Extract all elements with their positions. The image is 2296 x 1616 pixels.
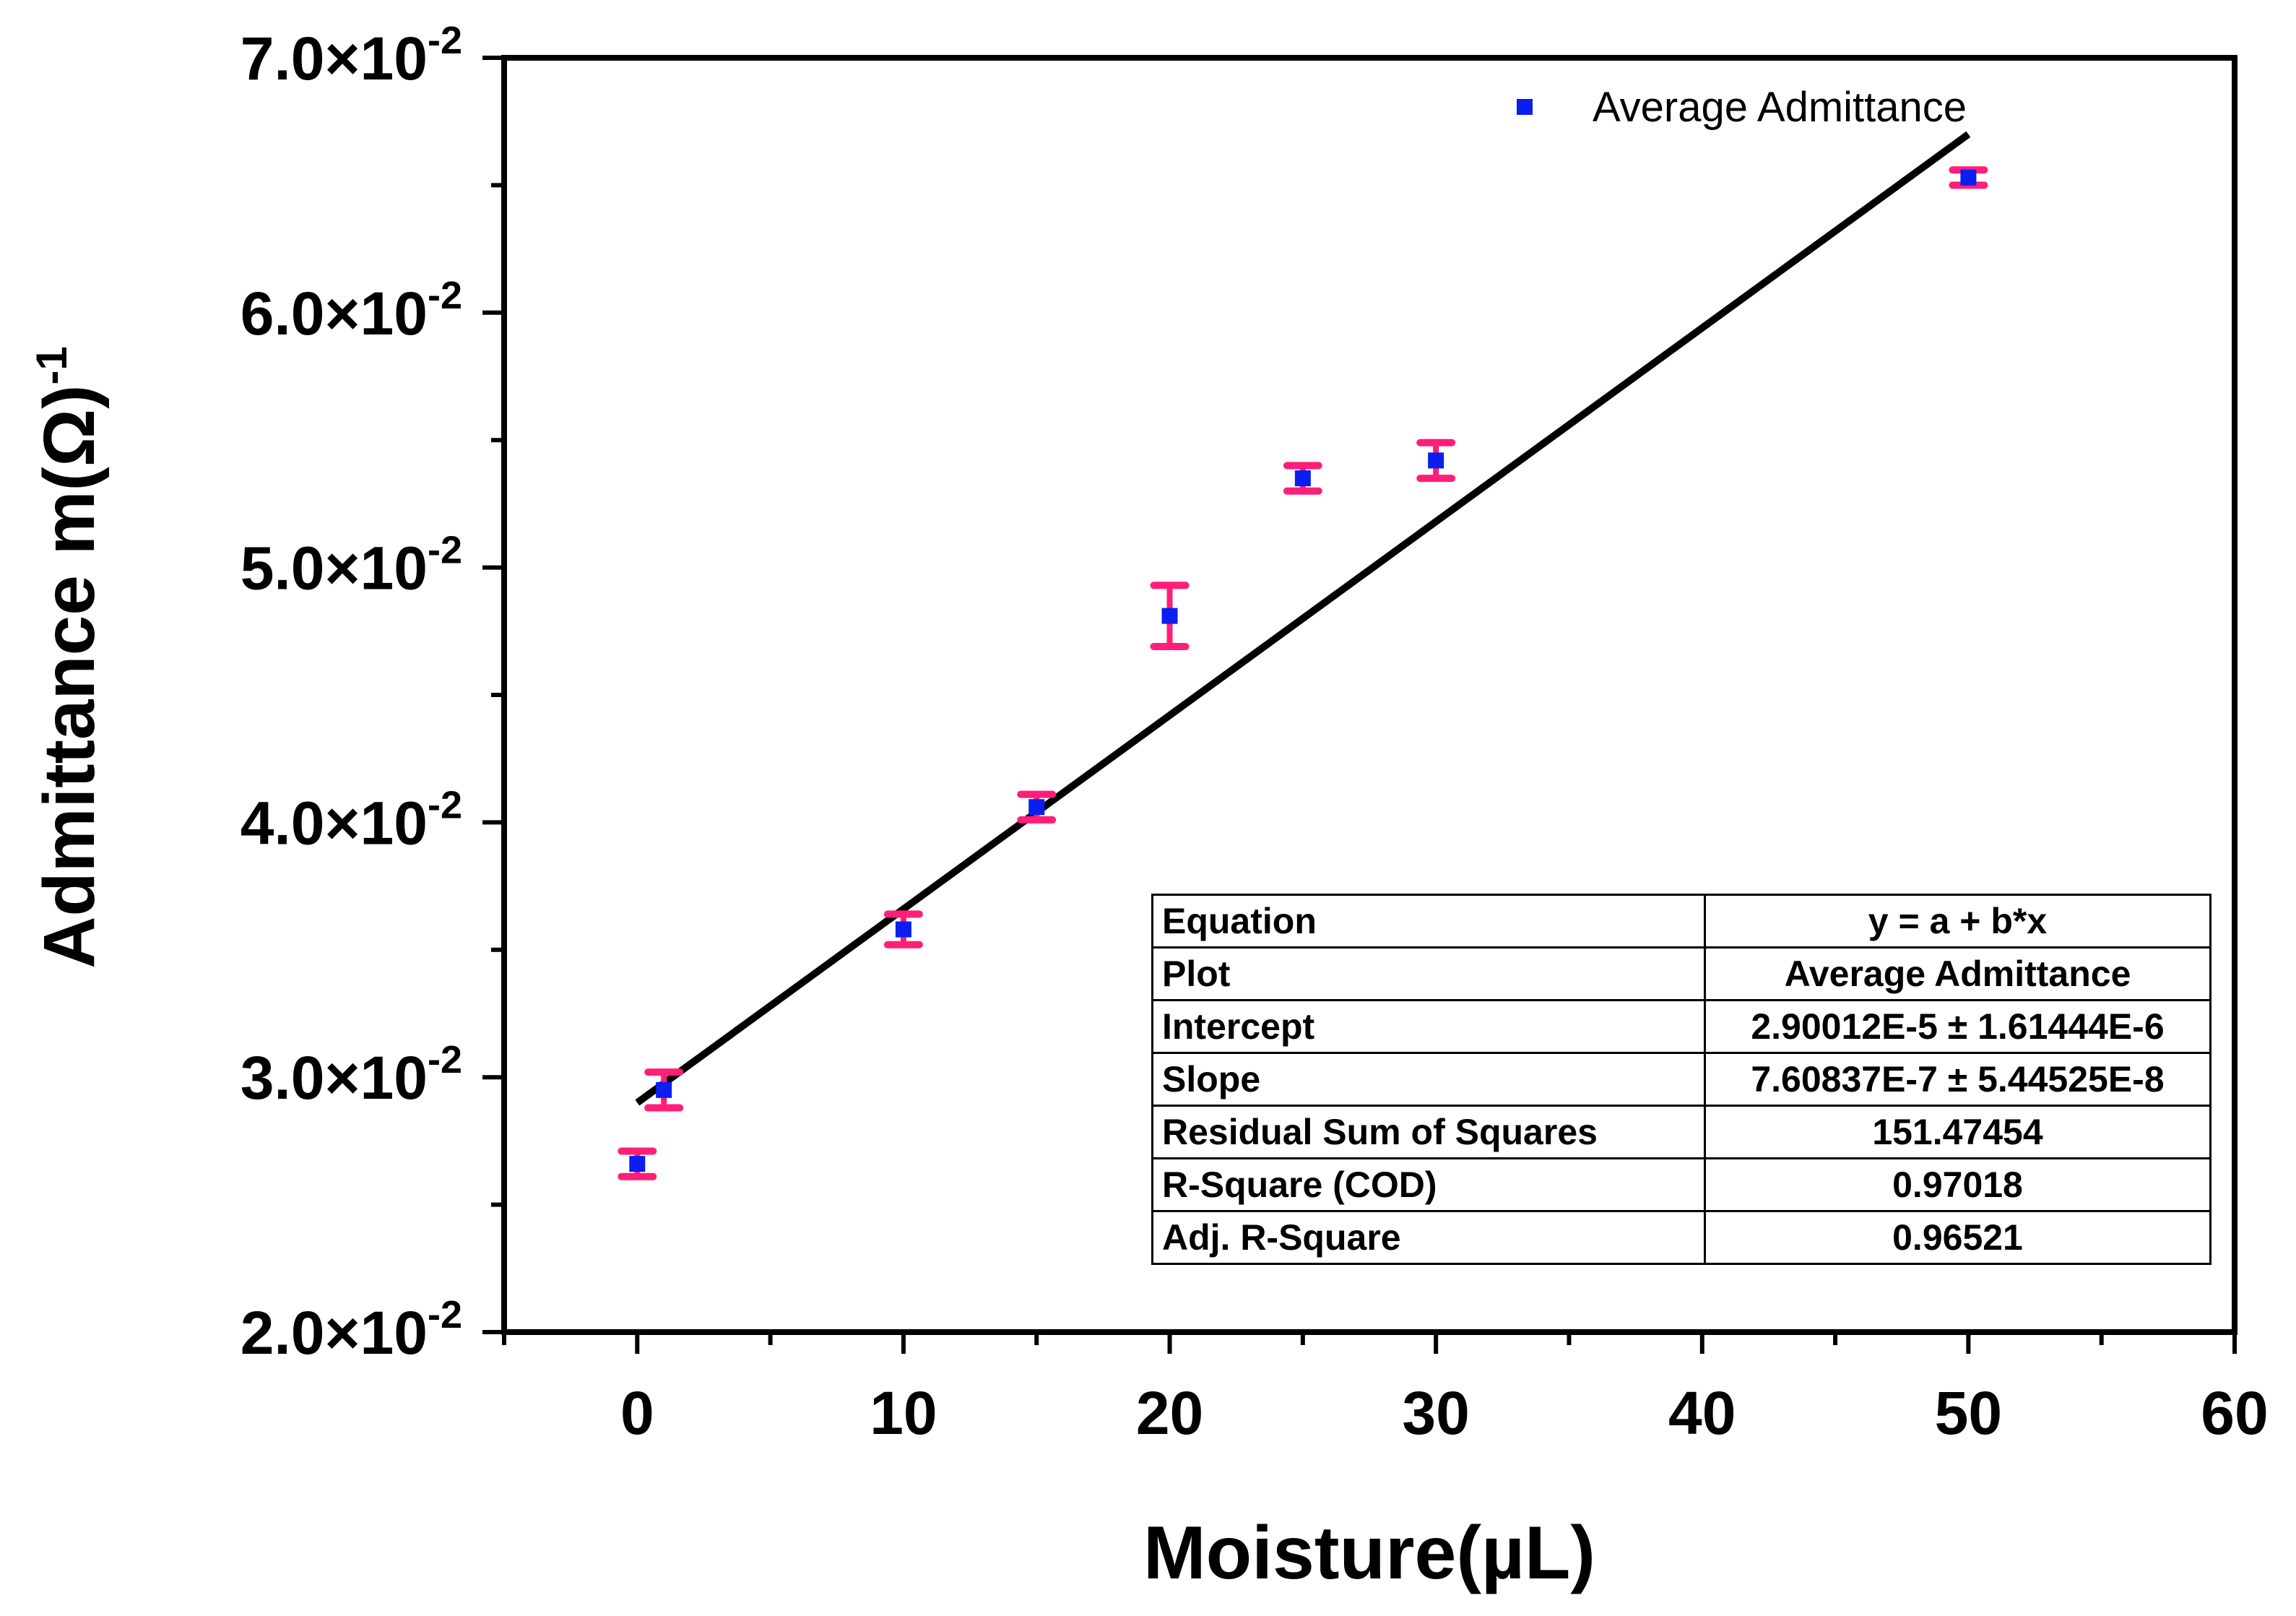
fit-table-label: Equation	[1151, 894, 1706, 949]
fit-results-table: Equation y = a + b*x Plot Average Admittanc…	[1151, 894, 2211, 1265]
fit-table-value: 0.96521	[1704, 1210, 2211, 1265]
data-point	[644, 1068, 684, 1112]
point-marker	[1960, 169, 1977, 186]
fit-table-label: Intercept	[1151, 999, 1706, 1054]
y-tick-label: 3.0×10-2	[241, 1038, 462, 1112]
y-axis-label: Admittance m(Ω)-1	[27, 346, 110, 968]
fit-line-layer	[635, 131, 1971, 1106]
x-tick-label: 60	[2201, 1379, 2268, 1447]
point-marker	[1428, 452, 1444, 469]
fit-table-row: Equation y = a + b*x	[1151, 894, 2211, 949]
fit-table-label: Slope	[1151, 1052, 1706, 1107]
fit-table-row: Adj. R-Square 0.96521	[1151, 1210, 2211, 1265]
y-tick-label-mantissa: 4.0×10	[241, 789, 428, 857]
linear-fit-line	[635, 131, 1971, 1106]
fit-table-label: Residual Sum of Squares	[1151, 1105, 1706, 1159]
y-tick-label-mantissa: 2.0×10	[241, 1299, 428, 1367]
point-marker	[1294, 470, 1311, 487]
fit-table-row: Residual Sum of Squares 151.47454	[1151, 1105, 2211, 1159]
y-tick-label: 4.0×10-2	[241, 783, 462, 857]
fit-table-row: R-Square (COD) 0.97018	[1151, 1157, 2211, 1212]
x-axis-label: Moisture(µL)	[1143, 1511, 1595, 1595]
data-point	[883, 910, 923, 949]
fit-table-label: Adj. R-Square	[1151, 1210, 1706, 1265]
fit-table-value: 7.60837E-7 ± 5.44525E-8	[1704, 1052, 2211, 1107]
fit-table-value: Average Admittance	[1704, 946, 2211, 1001]
point-marker	[629, 1156, 646, 1172]
point-marker	[656, 1081, 672, 1098]
y-tick-label: 5.0×10-2	[241, 529, 462, 602]
y-tick-label-mantissa: 6.0×10	[241, 280, 428, 347]
y-axis-label-exponent: -1	[27, 346, 76, 384]
y-tick-label-exponent: -2	[428, 1038, 462, 1081]
fit-table-value: 151.47454	[1704, 1105, 2211, 1159]
legend-label: Average Admittance	[1593, 84, 1967, 131]
x-axis: 0 10 20 30 40 50 60	[502, 1332, 2269, 1447]
legend-marker	[1517, 99, 1533, 115]
point-marker	[1161, 608, 1178, 624]
y-tick-label-exponent: -2	[428, 1293, 462, 1336]
fit-table-row: Slope 7.60837E-7 ± 5.44525E-8	[1151, 1052, 2211, 1107]
y-tick-label-mantissa: 5.0×10	[241, 535, 428, 602]
data-point	[1416, 438, 1456, 483]
data-point	[1017, 790, 1057, 824]
fit-table-value: 2.90012E-5 ± 1.61444E-6	[1704, 999, 2211, 1054]
fit-table-value: y = a + b*x	[1704, 894, 2211, 949]
y-tick-label-mantissa: 7.0×10	[241, 25, 428, 92]
y-tick-label: 6.0×10-2	[241, 274, 462, 347]
x-tick-label: 40	[1668, 1379, 1736, 1447]
y-tick-label-exponent: -2	[428, 19, 462, 62]
x-tick-label: 50	[1935, 1379, 2002, 1447]
legend: Average Admittance	[1517, 84, 1967, 131]
data-point	[1283, 462, 1322, 495]
y-tick-label: 2.0×10-2	[241, 1293, 462, 1367]
fit-table-label: Plot	[1151, 946, 1706, 1001]
y-axis-label-text: Admittance m(Ω)	[29, 385, 110, 969]
y-tick-label-exponent: -2	[428, 274, 462, 317]
x-tick-label: 0	[620, 1379, 654, 1447]
fit-table-value: 0.97018	[1704, 1157, 2211, 1212]
fit-table-label: R-Square (COD)	[1151, 1157, 1706, 1212]
x-tick-label: 10	[870, 1379, 937, 1447]
y-axis: 2.0×10-23.0×10-24.0×10-25.0×10-26.0×10-2…	[241, 19, 504, 1367]
point-marker	[1028, 799, 1045, 816]
data-points-layer	[618, 166, 1988, 1180]
y-tick-label-exponent: -2	[428, 529, 462, 572]
fit-table-row: Plot Average Admittance	[1151, 946, 2211, 1001]
x-tick-label: 30	[1402, 1379, 1469, 1447]
y-tick-label-mantissa: 3.0×10	[241, 1044, 428, 1112]
x-tick-label: 20	[1136, 1379, 1203, 1447]
point-marker	[895, 921, 911, 938]
fit-table-row: Intercept 2.90012E-5 ± 1.61444E-6	[1151, 999, 2211, 1054]
data-point	[1150, 582, 1190, 650]
data-point	[618, 1147, 657, 1180]
data-point	[1949, 166, 1988, 189]
y-tick-label: 7.0×10-2	[241, 19, 462, 92]
y-tick-label-exponent: -2	[428, 783, 462, 826]
